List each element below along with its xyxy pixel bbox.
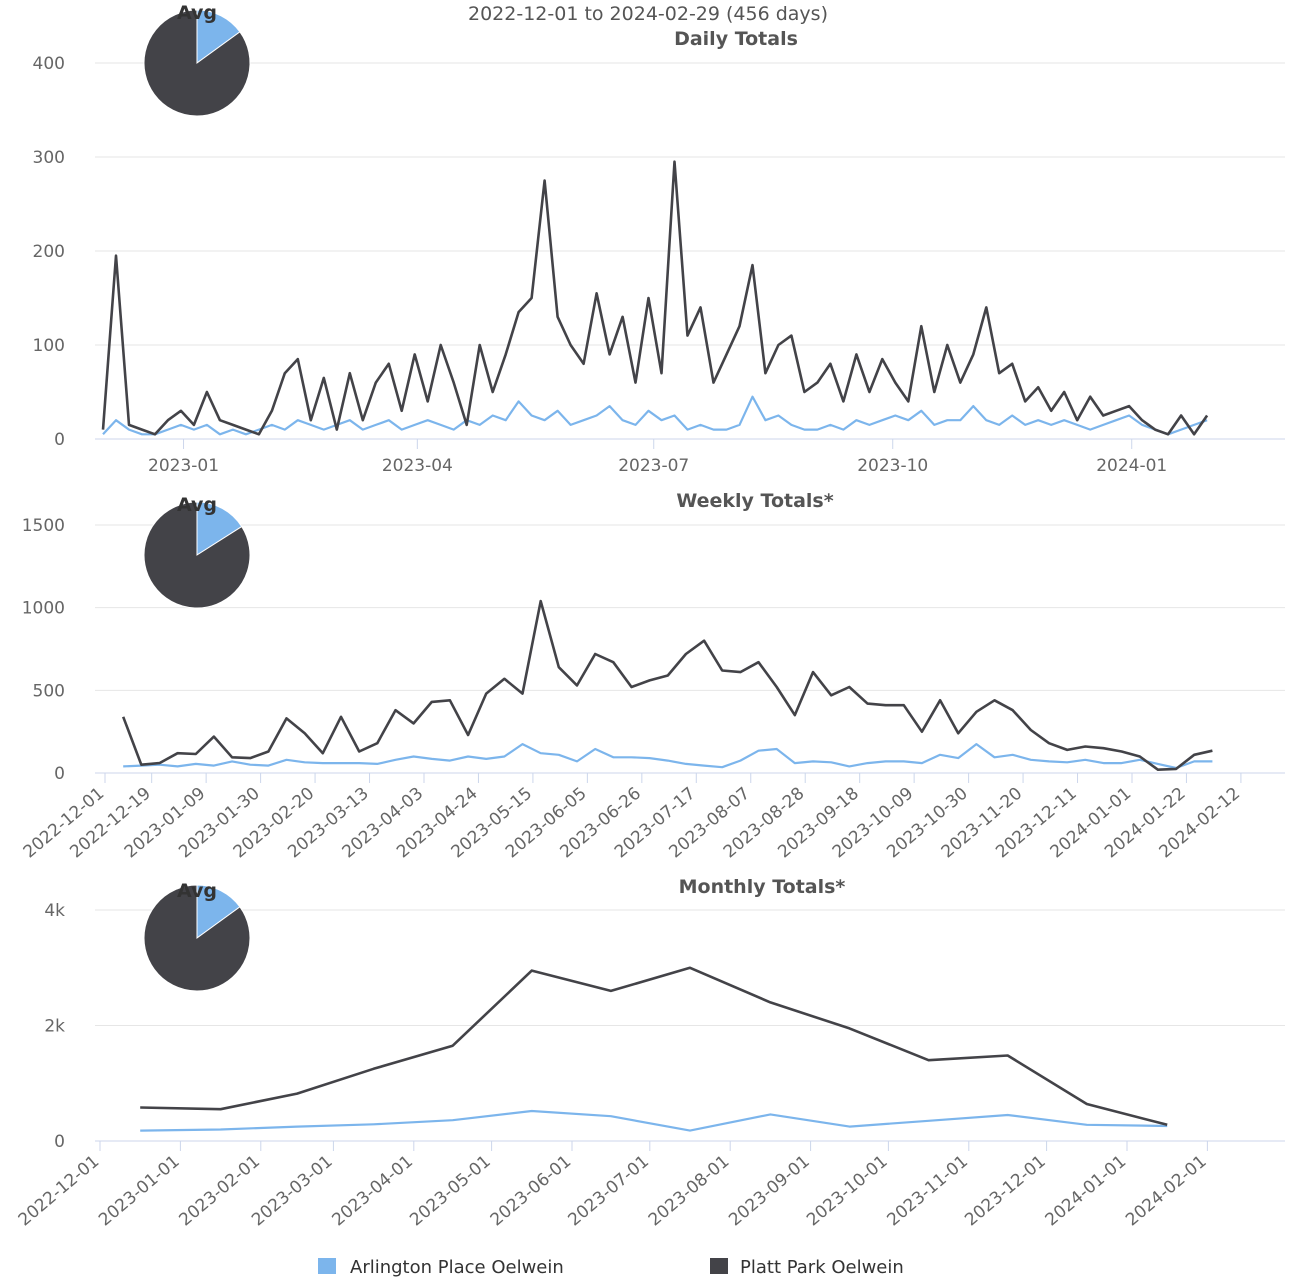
chart-title: Monthly Totals* <box>679 876 846 898</box>
pie-slice <box>196 501 243 556</box>
x-tick-label: 2023-05-01 <box>406 1152 495 1231</box>
series-line <box>101 160 1209 436</box>
y-tick-label: 1000 <box>22 599 65 619</box>
y-tick-label: 200 <box>33 242 65 262</box>
series-line <box>102 395 1208 436</box>
legend-label[interactable]: Platt Park Oelwein <box>740 1257 904 1278</box>
pie-slice <box>143 884 251 992</box>
x-tick-label: 2023-01-01 <box>95 1152 184 1231</box>
y-tick-label: 400 <box>33 54 65 74</box>
x-tick-label: 2023-04 <box>382 456 453 476</box>
x-tick-label: 2023-03-01 <box>248 1152 337 1231</box>
y-tick-label: 100 <box>33 336 65 356</box>
x-tick-label: 2023-07 <box>618 456 689 476</box>
chart-title: Weekly Totals* <box>676 490 833 512</box>
x-tick-label: 2024-02-01 <box>1122 1152 1211 1231</box>
y-tick-label: 2k <box>44 1017 65 1037</box>
pie-title: Avg <box>177 2 217 24</box>
chart-title: Daily Totals <box>674 28 798 50</box>
x-tick-label: 2023-08-01 <box>645 1152 734 1231</box>
x-tick-label: 2023-10-01 <box>803 1152 892 1231</box>
y-tick-label: 0 <box>54 430 65 450</box>
legend-swatch[interactable] <box>710 1258 728 1274</box>
pie-slice <box>143 9 251 117</box>
x-tick-label: 2024-01-01 <box>1042 1152 1131 1231</box>
x-tick-label: 2022-12-01 <box>15 1152 104 1231</box>
pie-slice <box>143 501 251 609</box>
x-tick-label: 2023-10 <box>857 456 928 476</box>
x-tick-label: 2023-01 <box>148 456 219 476</box>
pie-title: Avg <box>177 494 217 516</box>
pie-slice <box>196 9 241 64</box>
y-tick-label: 1500 <box>22 516 65 536</box>
legend-label[interactable]: Arlington Place Oelwein <box>350 1257 564 1278</box>
series-line <box>121 599 1213 771</box>
x-tick-label: 2023-11-01 <box>883 1152 972 1231</box>
x-tick-label: 2023-04-01 <box>328 1152 417 1231</box>
period-header: 2022-12-01 to 2024-02-29 (456 days) <box>468 3 828 25</box>
y-tick-label: 500 <box>33 681 65 701</box>
pie-slice <box>196 884 241 939</box>
legend-swatch[interactable] <box>318 1258 336 1274</box>
x-tick-label: 2023-12-01 <box>961 1152 1050 1231</box>
series-line <box>140 966 1168 1127</box>
y-tick-label: 300 <box>33 148 65 168</box>
y-tick-label: 4k <box>44 901 65 921</box>
pie-title: Avg <box>177 880 217 902</box>
y-tick-label: 0 <box>54 1132 65 1152</box>
x-tick-label: 2023-06-01 <box>487 1152 576 1231</box>
x-tick-label: 2023-07-01 <box>564 1152 653 1231</box>
x-tick-label: 2024-01 <box>1096 456 1167 476</box>
x-tick-label: 2023-09-01 <box>725 1152 814 1231</box>
series-line <box>140 1109 1168 1132</box>
y-tick-label: 0 <box>54 764 65 784</box>
series-line <box>123 743 1213 770</box>
